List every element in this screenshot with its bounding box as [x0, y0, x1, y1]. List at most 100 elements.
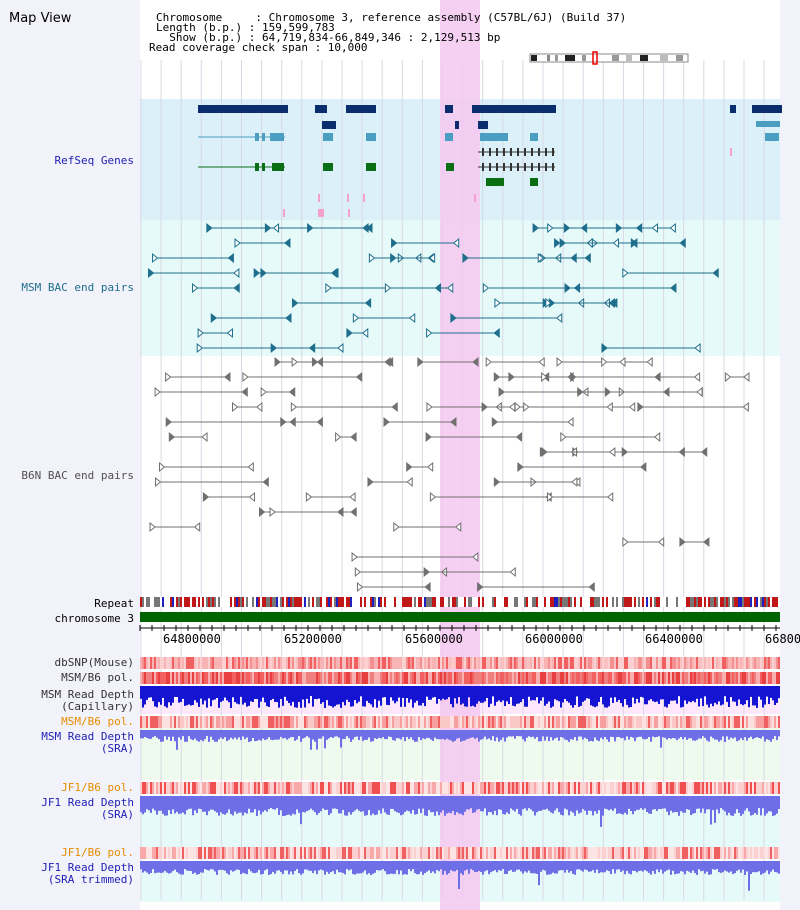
pol-cell: [480, 847, 482, 859]
gene-block[interactable]: [730, 105, 736, 113]
pol-cell: [210, 657, 212, 669]
gene-exon[interactable]: [545, 148, 547, 156]
pol-cell: [684, 657, 686, 669]
gene-block[interactable]: [346, 105, 376, 113]
track-label-jf1-b6-pol[interactable]: JF1/B6 pol.: [61, 781, 134, 794]
gene-exon[interactable]: [270, 133, 284, 141]
track-label-jf1-b6-pol-2[interactable]: JF1/B6 pol.: [61, 846, 134, 859]
gene-exon[interactable]: [530, 178, 538, 186]
gene-exon[interactable]: [524, 163, 526, 171]
track-label-jf1-depth-trimmed[interactable]: JF1 Read Depth: [41, 861, 134, 874]
read-depth-bar: [158, 686, 160, 703]
gene-exon[interactable]: [503, 148, 505, 156]
gene-exon[interactable]: [262, 133, 265, 141]
track-label-refseq[interactable]: RefSeq Genes: [54, 154, 134, 167]
repeat-element: [718, 597, 720, 607]
gene-exon[interactable]: [552, 163, 554, 171]
gene-exon[interactable]: [531, 163, 533, 171]
read-depth-bar: [228, 686, 230, 703]
track-label-msm-bac[interactable]: MSM BAC end pairs: [21, 281, 134, 294]
read-depth-bar: [642, 730, 644, 739]
track-label-jf1-depth-sra[interactable]: JF1 Read Depth: [41, 796, 134, 809]
track-label-b6n-bac[interactable]: B6N BAC end pairs: [21, 469, 134, 482]
pol-cell: [350, 672, 352, 684]
bac-end-marker: [604, 386, 612, 398]
gene-block[interactable]: [198, 105, 288, 113]
read-depth-bar: [472, 861, 474, 871]
gene-exon[interactable]: [480, 133, 508, 141]
gene-exon[interactable]: [255, 133, 259, 141]
pol-cell: [274, 716, 276, 728]
gene-fragment[interactable]: [318, 194, 320, 202]
pol-cell: [422, 716, 424, 728]
gene-block[interactable]: [478, 121, 488, 129]
gene-exon[interactable]: [323, 133, 333, 141]
gene-exon[interactable]: [538, 163, 540, 171]
gene-fragment[interactable]: [347, 194, 349, 202]
gene-block[interactable]: [752, 105, 782, 113]
pol-cell: [722, 847, 724, 859]
gene-block[interactable]: [756, 121, 780, 127]
read-depth-bar: [586, 861, 588, 871]
gene-exon[interactable]: [366, 163, 376, 171]
gene-block[interactable]: [445, 105, 453, 113]
track-label-repeat[interactable]: Repeat: [94, 597, 134, 610]
gene-exon[interactable]: [482, 163, 484, 171]
gene-exon[interactable]: [272, 163, 284, 171]
repeat-element: [508, 597, 510, 607]
gene-block[interactable]: [322, 121, 336, 129]
repeat-element: [470, 597, 472, 607]
pol-cell: [512, 782, 514, 794]
repeat-element: [166, 597, 168, 607]
gene-exon[interactable]: [482, 148, 484, 156]
read-depth-bar: [240, 730, 242, 741]
repeat-element: [694, 597, 696, 607]
track-label-msm-b6-pol[interactable]: MSM/B6 pol.: [61, 671, 134, 684]
gene-exon[interactable]: [524, 148, 526, 156]
gene-block[interactable]: [472, 105, 556, 113]
read-depth-bar: [206, 730, 208, 737]
pol-cell: [682, 657, 684, 669]
gene-exon[interactable]: [323, 163, 333, 171]
pol-cell: [618, 847, 620, 859]
gene-exon[interactable]: [765, 133, 779, 141]
gene-exon[interactable]: [510, 163, 512, 171]
gene-exon[interactable]: [552, 148, 554, 156]
gene-exon[interactable]: [496, 163, 498, 171]
gene-fragment[interactable]: [730, 148, 732, 156]
gene-exon[interactable]: [496, 148, 498, 156]
gene-exon[interactable]: [445, 133, 453, 141]
gene-fragment[interactable]: [474, 194, 476, 202]
gene-exon[interactable]: [530, 133, 538, 141]
pol-cell: [576, 847, 578, 859]
gene-exon[interactable]: [255, 163, 259, 171]
gene-block[interactable]: [315, 105, 327, 113]
track-label-msm-depth-sra[interactable]: MSM Read Depth: [41, 730, 134, 743]
gene-exon[interactable]: [366, 133, 376, 141]
gene-fragment[interactable]: [363, 194, 365, 202]
gene-exon[interactable]: [503, 163, 505, 171]
gene-exon[interactable]: [517, 148, 519, 156]
gene-exon[interactable]: [531, 148, 533, 156]
gene-exon[interactable]: [489, 163, 491, 171]
gene-fragment[interactable]: [283, 209, 285, 217]
track-label-msm-depth-capillary[interactable]: MSM Read Depth: [41, 688, 134, 701]
pol-cell: [772, 672, 774, 684]
gene-exon[interactable]: [538, 148, 540, 156]
gene-exon[interactable]: [446, 163, 454, 171]
gene-exon[interactable]: [486, 178, 504, 186]
gene-exon[interactable]: [262, 163, 265, 171]
read-depth-bar: [668, 730, 670, 739]
pol-cell: [156, 672, 158, 684]
gene-fragment[interactable]: [348, 209, 350, 217]
pol-cell: [480, 782, 482, 794]
gene-exon[interactable]: [489, 148, 491, 156]
gene-block[interactable]: [455, 121, 459, 129]
gene-exon[interactable]: [545, 163, 547, 171]
track-label-msm-b6-pol-sra[interactable]: MSM/B6 pol.: [61, 715, 134, 728]
gene-exon[interactable]: [510, 148, 512, 156]
gene-fragment[interactable]: [318, 209, 324, 217]
gene-exon[interactable]: [517, 163, 519, 171]
track-label-dbsnp[interactable]: dbSNP(Mouse): [54, 656, 134, 669]
